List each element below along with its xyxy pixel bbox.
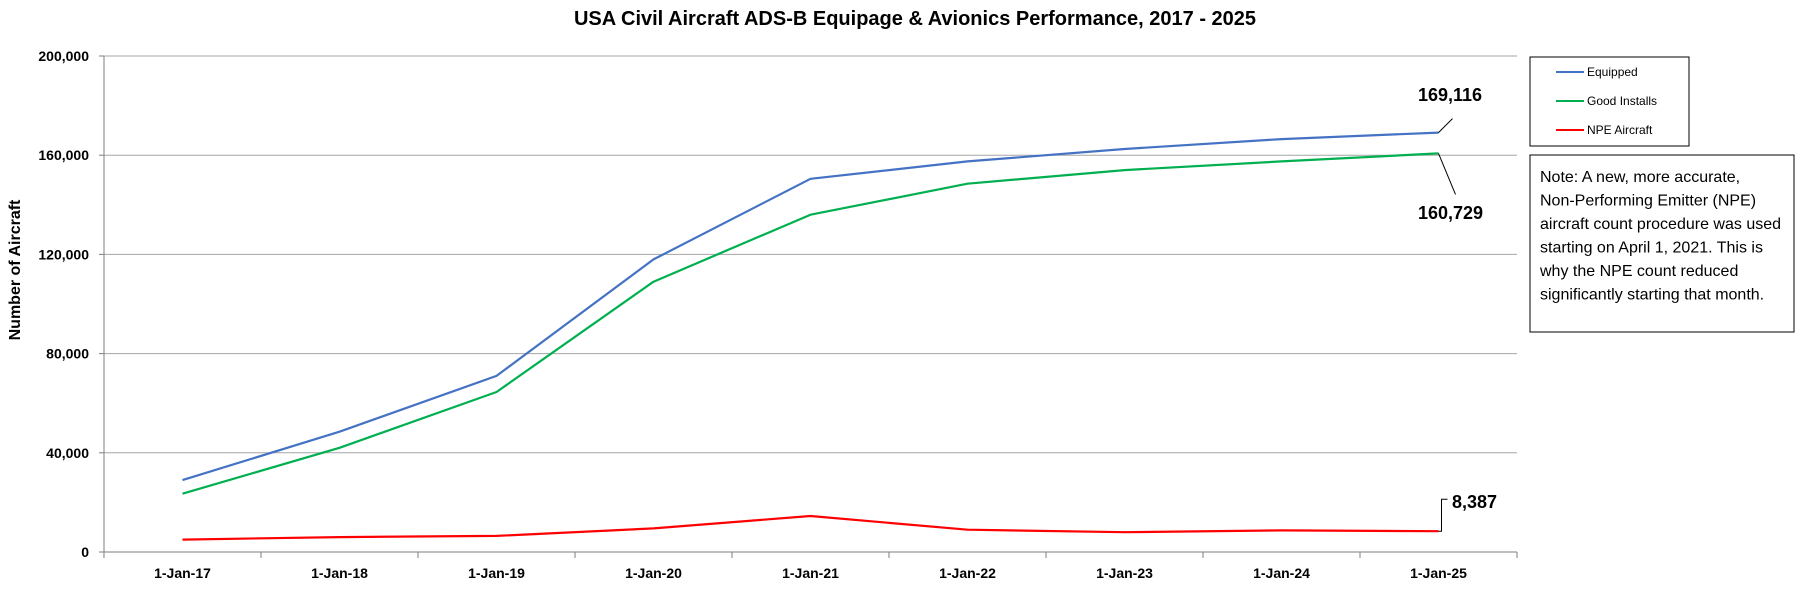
series-line-npe-aircraft	[182, 514, 1439, 541]
note-line: aircraft count procedure was used	[1540, 216, 1781, 233]
legend-label: Good Installs	[1587, 94, 1657, 108]
x-tick-label: 1-Jan-19	[468, 565, 525, 581]
legend-label: Equipped	[1587, 65, 1638, 79]
y-tick-label: 0	[81, 544, 89, 560]
x-tick-label: 1-Jan-21	[782, 565, 839, 581]
note-line: significantly starting that month.	[1540, 287, 1764, 304]
legend-label: NPE Aircraft	[1587, 123, 1653, 137]
x-tick-label: 1-Jan-24	[1253, 565, 1310, 581]
y-tick-labels: 0 40,000 80,000 120,000 160,000 200,000	[38, 48, 89, 560]
x-tick-label: 1-Jan-18	[311, 565, 368, 581]
y-tick-label: 200,000	[38, 48, 89, 64]
data-annotations: 169,116 160,729 8,387	[1418, 85, 1497, 532]
y-tick-label: 40,000	[46, 445, 89, 461]
chart-title: USA Civil Aircraft ADS-B Equipage & Avio…	[574, 8, 1256, 30]
y-tick-label: 160,000	[38, 147, 89, 163]
note-text: Note: A new, more accurate, Non-Performin…	[1539, 169, 1781, 304]
annotation-label-npe: 8,387	[1452, 492, 1497, 512]
annotation-leader-npe	[1438, 498, 1448, 532]
legend-items: Equipped Good Installs NPE Aircraft	[1556, 65, 1657, 137]
note-line: Note: A new, more accurate,	[1540, 169, 1740, 186]
x-tick-label: 1-Jan-25	[1410, 565, 1467, 581]
x-tick-labels: 1-Jan-17 1-Jan-18 1-Jan-19 1-Jan-20 1-Jan-21…	[154, 565, 1467, 581]
note-line: why the NPE count reduced	[1539, 263, 1738, 280]
note-border	[1529, 154, 1795, 333]
y-axis-label: Number of Aircraft	[7, 199, 24, 340]
note-line: Non-Performing Emitter (NPE)	[1540, 193, 1756, 210]
annotation-leader-equipped	[1438, 118, 1453, 133]
x-tick-label: 1-Jan-23	[1096, 565, 1153, 581]
series-line-equipped	[182, 131, 1439, 482]
x-tick-label: 1-Jan-17	[154, 565, 211, 581]
y-tick-label: 80,000	[46, 346, 89, 362]
annotation-label-good-installs: 160,729	[1418, 203, 1483, 223]
series-lines	[182, 131, 1439, 541]
note-line: starting on April 1, 2021. This is	[1540, 240, 1763, 257]
axes	[103, 56, 1518, 558]
annotation-leader-good-installs	[1438, 153, 1456, 195]
x-tick-label: 1-Jan-22	[939, 565, 996, 581]
legend: Equipped Good Installs NPE Aircraft	[1529, 56, 1690, 147]
annotation-label-equipped: 169,116	[1418, 85, 1482, 105]
y-tick-label: 120,000	[38, 246, 89, 262]
series-line-good-installs	[182, 152, 1439, 495]
note-box: Note: A new, more accurate, Non-Performin…	[1529, 154, 1795, 333]
x-tick-label: 1-Jan-20	[625, 565, 682, 581]
grid-lines	[99, 55, 1517, 553]
